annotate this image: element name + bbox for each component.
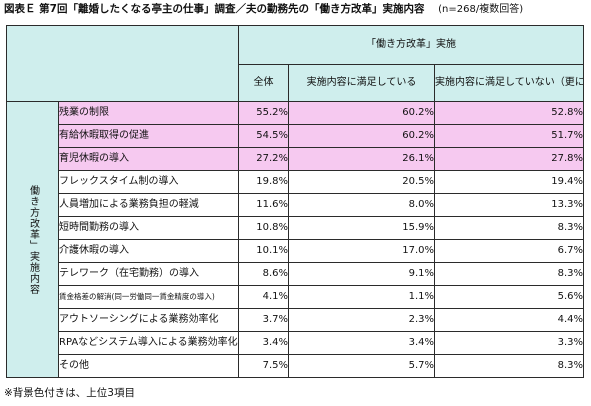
table-row: その他 7.5% 5.7% 8.3% [7, 354, 585, 378]
value-unsatisfied: 51.7% [433, 124, 585, 148]
value-unsatisfied: 19.4% [433, 170, 585, 194]
value-unsatisfied: 8.3% [433, 216, 585, 240]
table-row: 短時間勤務の導入 10.8% 15.9% 8.3% [7, 216, 585, 240]
table-row: 働き方改革」実施内容 残業の制限 55.2% 60.2% 52.8% [6, 101, 585, 378]
row-label: その他 [58, 354, 239, 378]
value-satisfied: 9.1% [288, 262, 435, 286]
value-unsatisfied: 8.3% [433, 262, 585, 286]
table-row: 賃金格差の解消(同一労働同一賃金精度の導入) 4.1% 1.1% 5.6% [7, 285, 585, 309]
row-label: 残業の制限 [58, 101, 239, 125]
value-all: 4.1% [238, 285, 289, 309]
value-all: 10.8% [238, 216, 289, 240]
value-satisfied: 17.0% [288, 239, 435, 263]
value-satisfied: 5.7% [288, 354, 435, 378]
sample-note: (n=268/複数回答) [438, 4, 524, 15]
value-satisfied: 60.2% [288, 124, 435, 148]
header-corner [6, 25, 239, 102]
column-header-all: 全体 [238, 64, 289, 102]
row-label: 人員増加による業務負担の軽減 [58, 193, 239, 217]
value-unsatisfied: 4.4% [433, 308, 585, 332]
value-all: 3.7% [238, 308, 289, 332]
row-label: RPAなどシステム導入による業務効率化 [58, 331, 239, 355]
value-unsatisfied: 8.3% [433, 354, 585, 378]
table-row: テレワーク（在宅勤務）の導入 8.6% 9.1% 8.3% [7, 262, 585, 286]
value-satisfied: 60.2% [288, 101, 435, 125]
value-all: 7.5% [238, 354, 289, 378]
header-row-sub: 全体 実施内容に満足している 実施内容に満足していない（更に「働き方改革」を進め… [7, 64, 585, 102]
row-label: 賃金格差の解消(同一労働同一賃金精度の導入) [58, 285, 239, 309]
title-text: 図表Ｅ 第7回「離婚したくなる亭主の仕事」調査／夫の勤務先の「働き方改革」実施内… [4, 3, 425, 15]
table-row: RPAなどシステム導入による業務効率化 3.4% 3.4% 3.3% [7, 331, 585, 355]
value-unsatisfied: 52.8% [433, 101, 585, 125]
group-header: 「働き方改革」実施 [237, 25, 585, 65]
value-all: 11.6% [238, 193, 289, 217]
value-satisfied: 3.4% [288, 331, 435, 355]
page-title: 図表Ｅ 第7回「離婚したくなる亭主の仕事」調査／夫の勤務先の「働き方改革」実施内… [4, 2, 587, 16]
row-label: フレックスタイム制の導入 [58, 170, 239, 194]
value-satisfied: 26.1% [288, 147, 435, 171]
value-all: 3.4% [238, 331, 289, 355]
value-unsatisfied: 6.7% [433, 239, 585, 263]
row-label: 短時間勤務の導入 [58, 216, 239, 240]
row-group-label: 働き方改革」実施内容 [6, 101, 59, 378]
value-all: 27.2% [238, 147, 289, 171]
value-unsatisfied: 27.8% [433, 147, 585, 171]
table-row: 介護休暇の導入 10.1% 17.0% 6.7% [7, 239, 585, 263]
value-all: 19.8% [238, 170, 289, 194]
row-label: 有給休暇取得の促進 [58, 124, 239, 148]
value-all: 8.6% [238, 262, 289, 286]
row-label: 育児休暇の導入 [58, 147, 239, 171]
row-label: テレワーク（在宅勤務）の導入 [58, 262, 239, 286]
table-row: 育児休暇の導入 27.2% 26.1% 27.8% [7, 147, 585, 171]
value-unsatisfied: 3.3% [433, 331, 585, 355]
table-row: アウトソーシングによる業務効率化 3.7% 2.3% 4.4% [7, 308, 585, 332]
footnote: ※背景色付きは、上位3項目 [4, 387, 135, 399]
survey-table: 「働き方改革」実施 全体 実施内容に満足している 実施内容に満足していない（更に… [6, 25, 585, 378]
table-row: 人員増加による業務負担の軽減 11.6% 8.0% 13.3% [7, 193, 585, 217]
value-unsatisfied: 5.6% [433, 285, 585, 309]
value-all: 54.5% [238, 124, 289, 148]
value-all: 55.2% [238, 101, 289, 125]
value-satisfied: 2.3% [288, 308, 435, 332]
column-header-satisfied: 実施内容に満足している [288, 64, 435, 102]
table-row: フレックスタイム制の導入 19.8% 20.5% 19.4% [7, 170, 585, 194]
value-satisfied: 8.0% [288, 193, 435, 217]
row-label: 介護休暇の導入 [58, 239, 239, 263]
value-satisfied: 15.9% [288, 216, 435, 240]
value-unsatisfied: 13.3% [433, 193, 585, 217]
value-satisfied: 20.5% [288, 170, 435, 194]
header-row-top: 「働き方改革」実施 [6, 25, 585, 102]
column-header-unsatisfied: 実施内容に満足していない（更に「働き方改革」を進めてほしい） [433, 64, 585, 102]
value-satisfied: 1.1% [288, 285, 435, 309]
table-row: 有給休暇取得の促進 54.5% 60.2% 51.7% [7, 124, 585, 148]
value-all: 10.1% [238, 239, 289, 263]
row-label: アウトソーシングによる業務効率化 [58, 308, 239, 332]
